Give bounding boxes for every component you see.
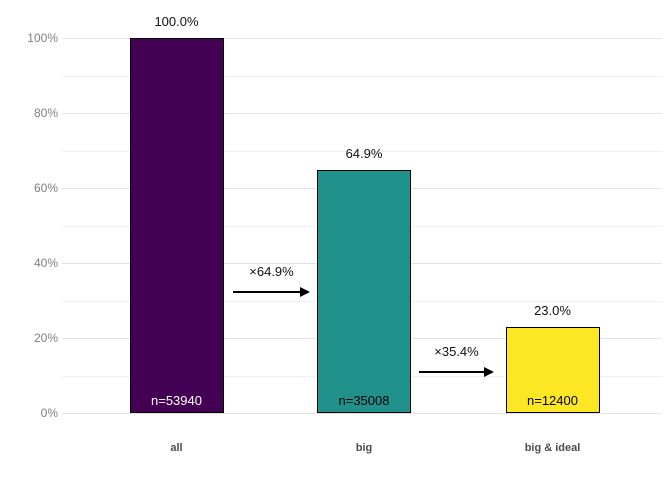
- gridline-minor: [62, 150, 662, 152]
- gridline-minor: [62, 75, 662, 77]
- arrow-line: [419, 371, 485, 373]
- arrow-head-icon: [300, 287, 310, 297]
- arrow-line: [233, 291, 301, 293]
- bar-count-label: n=53940: [151, 393, 202, 408]
- category-label: big & ideal: [524, 442, 581, 454]
- gridline-major: [62, 413, 662, 414]
- y-tick-label: 40%: [33, 256, 58, 270]
- y-tick-label: 100%: [27, 31, 58, 45]
- arrow-label: ×35.4%: [434, 344, 479, 359]
- category-label: all: [170, 442, 183, 454]
- arrow-label: ×64.9%: [249, 264, 294, 279]
- bar-count-label: n=35008: [338, 393, 390, 408]
- y-tick-label: 20%: [33, 331, 58, 345]
- bar-count-label: n=12400: [527, 393, 578, 408]
- bar-value-label: 23.0%: [534, 302, 571, 318]
- category-label: big: [355, 442, 373, 454]
- bar: n=35008: [317, 169, 411, 413]
- bar: n=12400: [505, 326, 600, 413]
- y-tick-label: 60%: [33, 181, 58, 195]
- y-tick-label: 0%: [40, 406, 58, 420]
- bar: n=53940: [129, 38, 224, 413]
- gridline-major: [62, 113, 662, 114]
- y-tick-label: 80%: [33, 106, 58, 120]
- bar-value-label: 100.0%: [154, 14, 199, 29]
- bar-value-label: 64.9%: [345, 145, 383, 161]
- gridline-major: [62, 38, 662, 39]
- arrow-head-icon: [484, 367, 494, 377]
